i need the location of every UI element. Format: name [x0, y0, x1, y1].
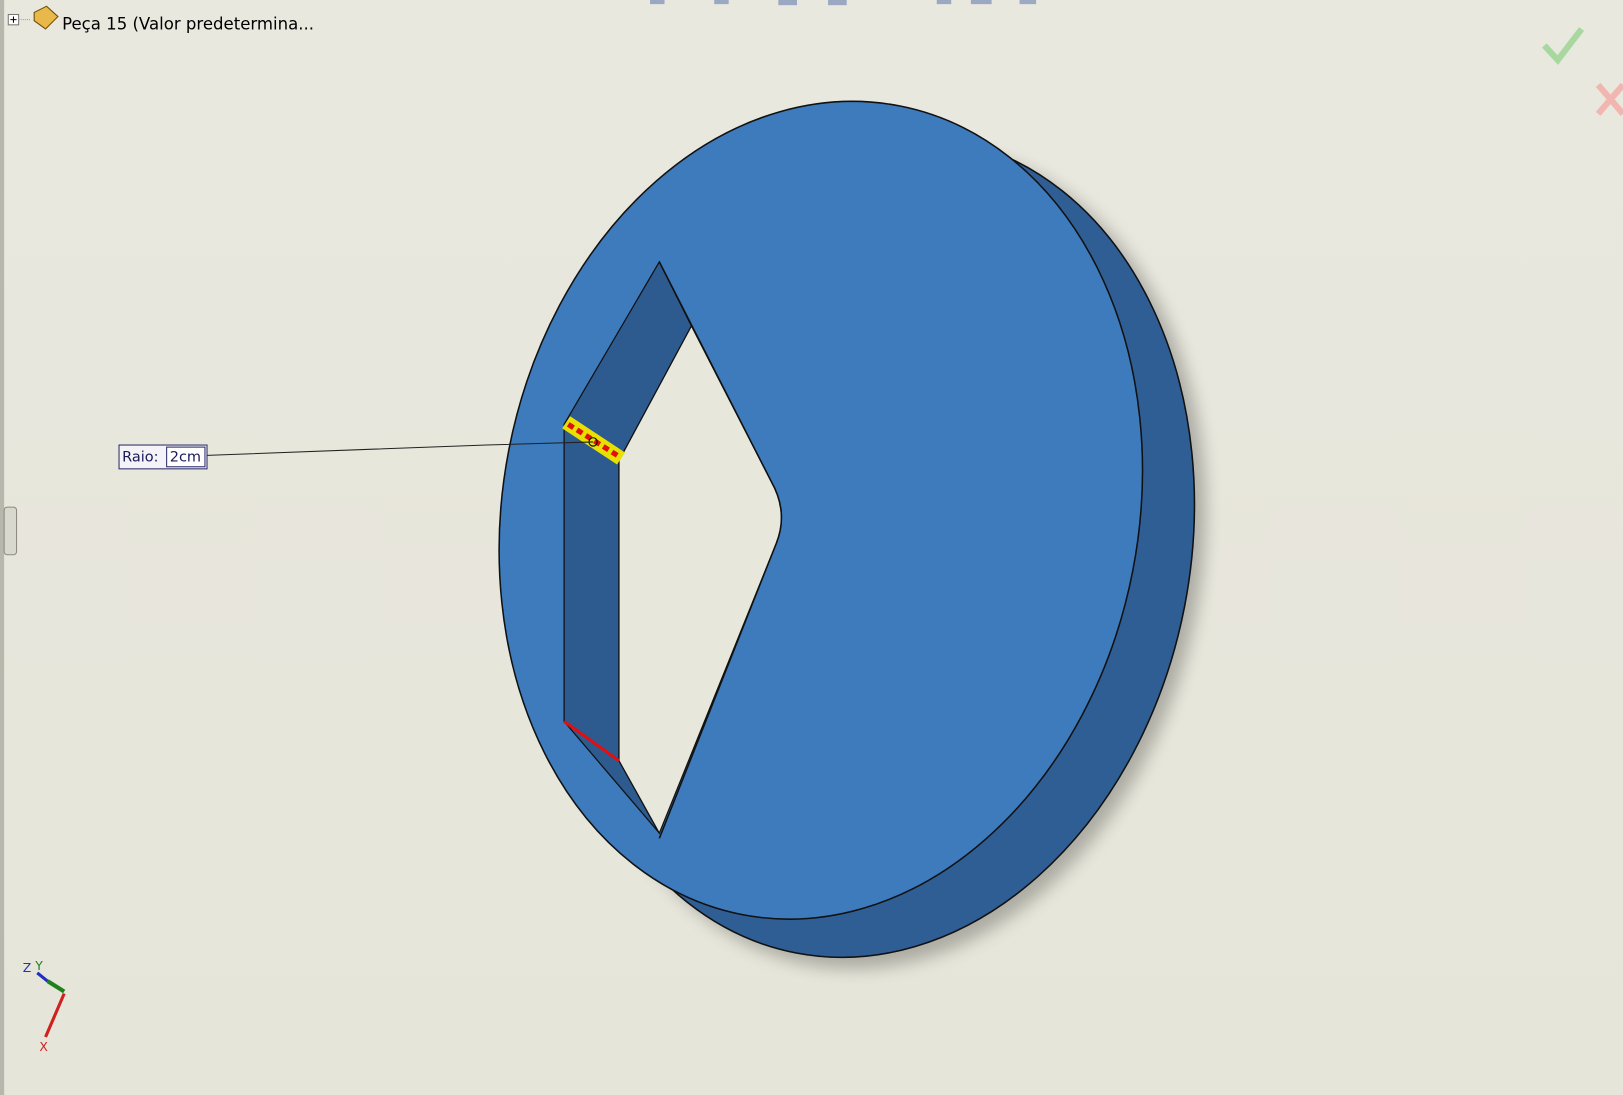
part-name[interactable]: Peça 15 (Valor predetermina... — [62, 14, 314, 33]
dimension-value[interactable]: 2cm — [170, 449, 201, 465]
y-label: Y — [34, 958, 43, 973]
panel-toggle[interactable] — [4, 507, 16, 555]
z-label: Z — [23, 960, 32, 975]
x-label: X — [39, 1039, 48, 1054]
dimension-label: Raio: — [122, 449, 158, 465]
left-border — [0, 0, 4, 1095]
viewport: Peça 15 (Valor predetermina... Raio: 2cm… — [0, 0, 1623, 1095]
